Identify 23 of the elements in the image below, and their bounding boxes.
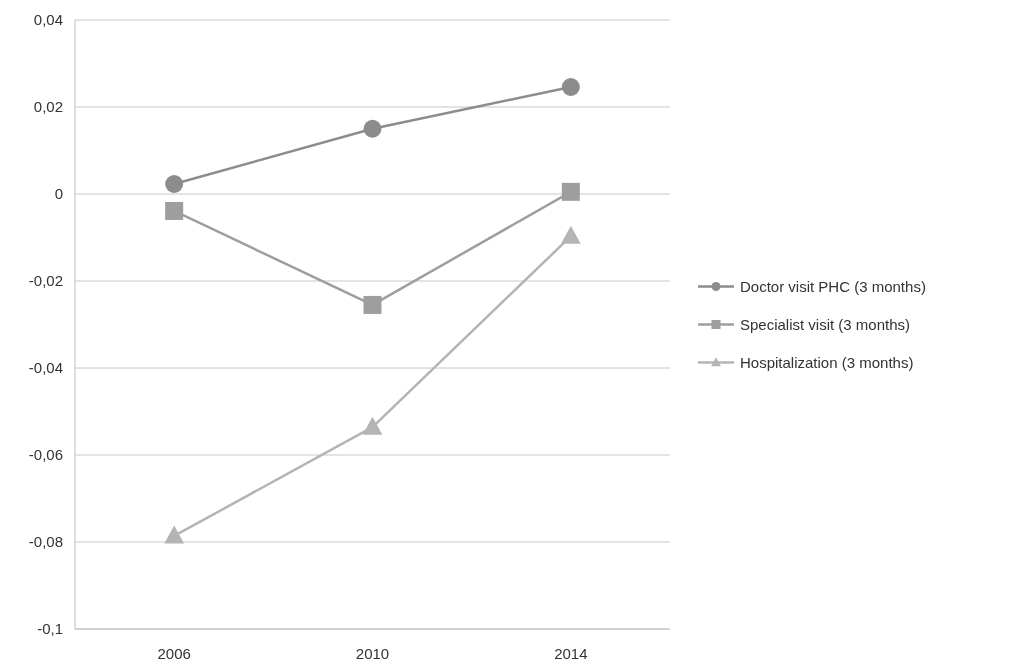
y-tick-label: -0,08 [28, 533, 63, 551]
y-tick-label: -0,1 [37, 620, 63, 638]
y-tick-label: 0 [54, 185, 63, 203]
legend-label: Hospitalization (3 months) [740, 353, 914, 371]
x-tick-label: 2010 [355, 645, 390, 662]
point [561, 182, 580, 201]
x-tick-label: 2006 [157, 645, 191, 662]
point [164, 525, 185, 544]
y-tick-label: -0,02 [28, 272, 63, 290]
x-tick-label: 2014 [554, 645, 588, 662]
legend-label: Specialist visit (3 months) [740, 315, 911, 333]
point [561, 77, 580, 96]
point [363, 295, 382, 314]
y-tick-label: 0,04 [33, 11, 63, 29]
y-tick-label: -0,04 [28, 359, 63, 377]
legend-label: Doctor visit PHC (3 months) [740, 277, 926, 295]
point [165, 201, 184, 220]
point [165, 175, 184, 193]
y-tick-label: -0,06 [28, 446, 63, 464]
y-tick-label: 0,02 [33, 98, 63, 116]
point [560, 225, 581, 244]
point [362, 416, 383, 435]
point [363, 119, 382, 138]
